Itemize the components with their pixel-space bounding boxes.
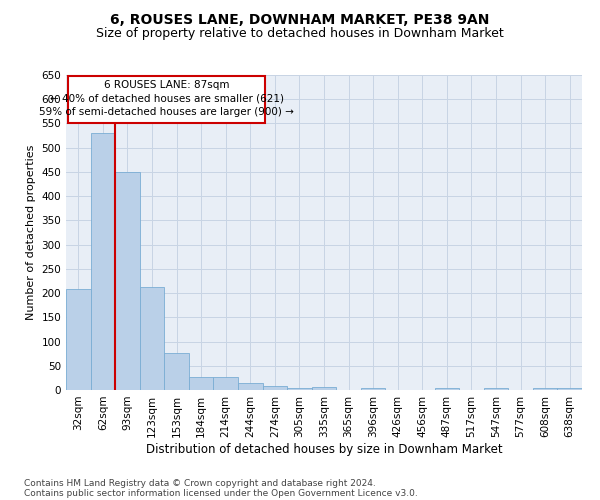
Text: 59% of semi-detached houses are larger (900) →: 59% of semi-detached houses are larger (… xyxy=(40,107,294,117)
Bar xyxy=(140,287,164,390)
Bar xyxy=(361,388,385,390)
Bar xyxy=(557,388,582,390)
Bar xyxy=(66,289,91,390)
Bar xyxy=(484,388,508,390)
Bar xyxy=(263,386,287,390)
Text: Contains HM Land Registry data © Crown copyright and database right 2024.: Contains HM Land Registry data © Crown c… xyxy=(24,478,376,488)
Bar xyxy=(189,378,214,390)
Bar xyxy=(91,133,115,390)
Bar xyxy=(434,388,459,390)
Text: ← 40% of detached houses are smaller (621): ← 40% of detached houses are smaller (62… xyxy=(50,94,284,104)
Bar xyxy=(238,383,263,390)
Bar xyxy=(164,353,189,390)
Bar xyxy=(214,378,238,390)
Bar xyxy=(287,388,312,390)
Y-axis label: Number of detached properties: Number of detached properties xyxy=(26,145,36,320)
Text: Contains public sector information licensed under the Open Government Licence v3: Contains public sector information licen… xyxy=(24,488,418,498)
Bar xyxy=(312,387,336,390)
Text: Size of property relative to detached houses in Downham Market: Size of property relative to detached ho… xyxy=(96,28,504,40)
Bar xyxy=(115,172,140,390)
Text: 6, ROUSES LANE, DOWNHAM MARKET, PE38 9AN: 6, ROUSES LANE, DOWNHAM MARKET, PE38 9AN xyxy=(110,12,490,26)
Bar xyxy=(533,388,557,390)
Text: 6 ROUSES LANE: 87sqm: 6 ROUSES LANE: 87sqm xyxy=(104,80,229,90)
X-axis label: Distribution of detached houses by size in Downham Market: Distribution of detached houses by size … xyxy=(146,442,502,456)
FancyBboxPatch shape xyxy=(68,76,265,124)
